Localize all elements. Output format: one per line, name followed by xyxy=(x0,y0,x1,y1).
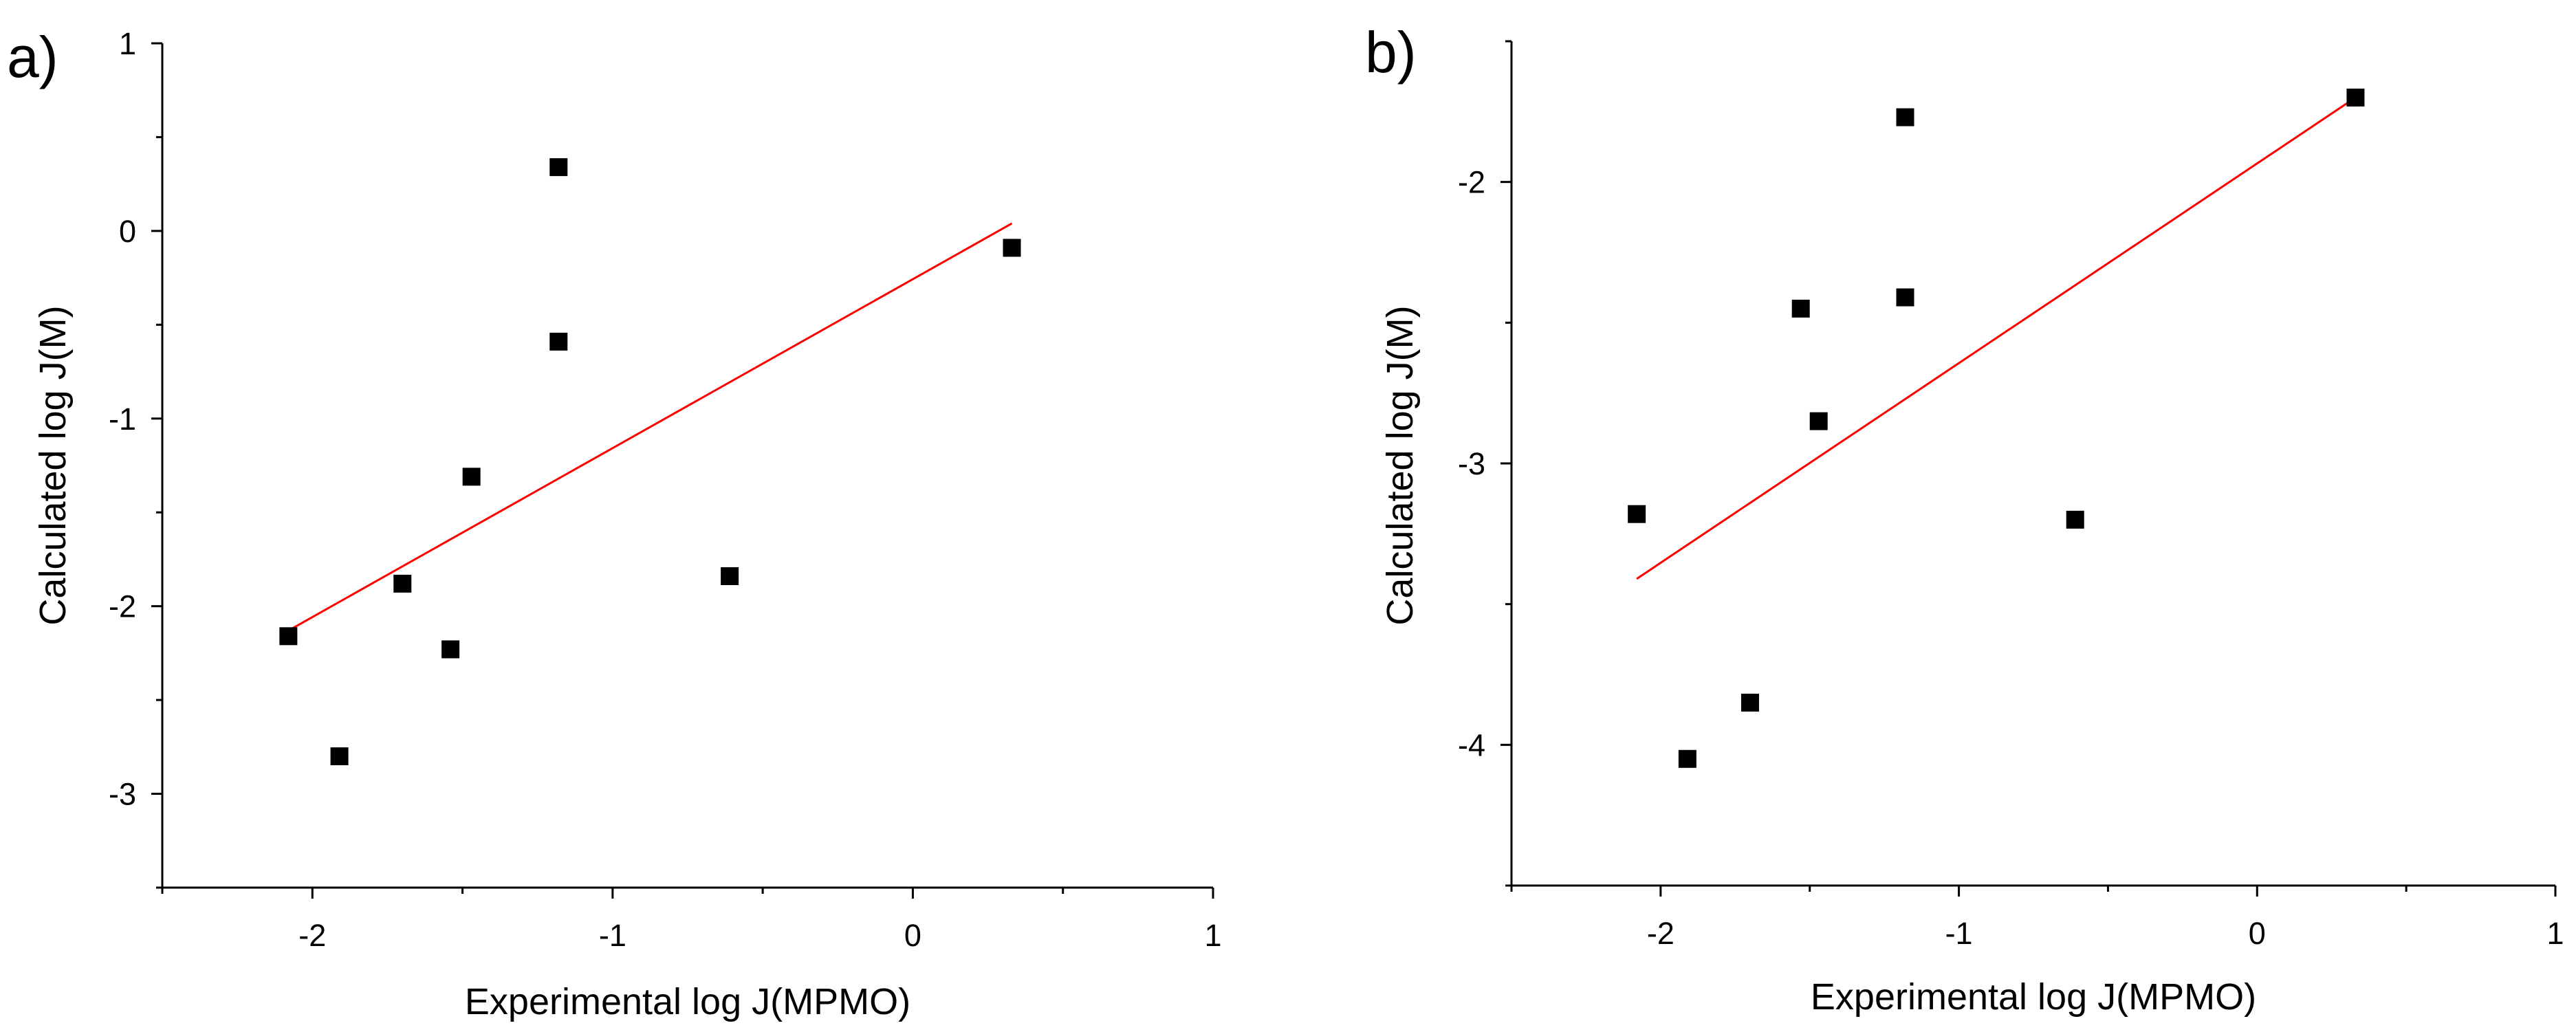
data-point-a xyxy=(279,627,298,646)
panel-label-b: b) xyxy=(1365,20,1417,85)
y-tick-label-b: -4 xyxy=(1458,727,1485,762)
x-tick-label-a: 0 xyxy=(904,918,921,953)
data-points-b xyxy=(1628,88,2365,768)
fit-line-group-a xyxy=(287,222,1013,632)
y-tick-label-b: -3 xyxy=(1458,446,1485,481)
data-point-a xyxy=(1003,239,1021,257)
x-tick-label-b: -1 xyxy=(1945,916,1973,951)
data-point-b xyxy=(2346,88,2365,107)
y-tick-labels-b: -4 -3 -2 xyxy=(1458,165,1485,763)
x-axis-title-b: Experimental log J(MPMO) xyxy=(1811,976,2256,1018)
y-tick-label-b: -2 xyxy=(1458,165,1485,200)
data-point-a xyxy=(330,747,349,765)
x-tick-label-b: 0 xyxy=(2249,916,2266,951)
fit-line-group-b xyxy=(1636,96,2357,580)
x-tick-labels-a: -2 -1 0 1 xyxy=(298,918,1221,953)
fit-line-a xyxy=(287,222,1013,632)
data-point-b xyxy=(2066,510,2084,529)
panel-label-a: a) xyxy=(7,25,58,89)
y-axis-title-a: Calculated log J(M) xyxy=(32,305,74,625)
data-point-a xyxy=(462,468,481,486)
chart-panel-b: b) -4 -3 -2 -2 -1 0 1 Experimental log J(MPMO… xyxy=(1365,20,2564,1018)
x-tick-labels-b: -2 -1 0 1 xyxy=(1647,916,2564,951)
data-point-b xyxy=(1809,412,1828,430)
ticks-b xyxy=(1500,40,2557,897)
x-tick-label-a: 1 xyxy=(1204,918,1221,953)
data-point-b xyxy=(1896,108,1914,127)
y-tick-label-a: -3 xyxy=(109,777,136,812)
x-tick-label-a: -1 xyxy=(599,918,626,953)
x-tick-label-b: 1 xyxy=(2546,916,2564,951)
data-points-a xyxy=(279,158,1021,765)
y-tick-label-a: 0 xyxy=(119,214,136,249)
data-point-b xyxy=(1740,693,1759,712)
y-axis-title-b: Calculated log J(M) xyxy=(1379,305,1421,625)
y-tick-labels-a: -3 -2 -1 0 1 xyxy=(109,26,136,812)
data-point-a xyxy=(549,158,568,177)
y-tick-label-a: -1 xyxy=(109,402,136,437)
ticks-a xyxy=(151,42,1214,899)
data-point-b xyxy=(1791,299,1810,318)
data-point-a xyxy=(549,332,568,351)
x-tick-label-a: -2 xyxy=(298,918,326,953)
data-point-a xyxy=(721,567,739,586)
data-point-a xyxy=(393,574,412,593)
data-point-b xyxy=(1678,749,1696,768)
chart-panel-a: a) -3 -2 -1 0 1 -2 -1 0 1 Experimental log J(MP… xyxy=(7,25,1222,1022)
x-axis-title-a: Experimental log J(MPMO) xyxy=(465,981,910,1022)
x-tick-label-b: -2 xyxy=(1647,916,1674,951)
data-point-b xyxy=(1896,288,1914,307)
data-point-b xyxy=(1628,505,1646,523)
y-tick-label-a: -2 xyxy=(109,589,136,624)
data-point-a xyxy=(441,640,460,659)
fit-line-b xyxy=(1636,96,2357,580)
y-tick-label-a: 1 xyxy=(119,26,136,61)
